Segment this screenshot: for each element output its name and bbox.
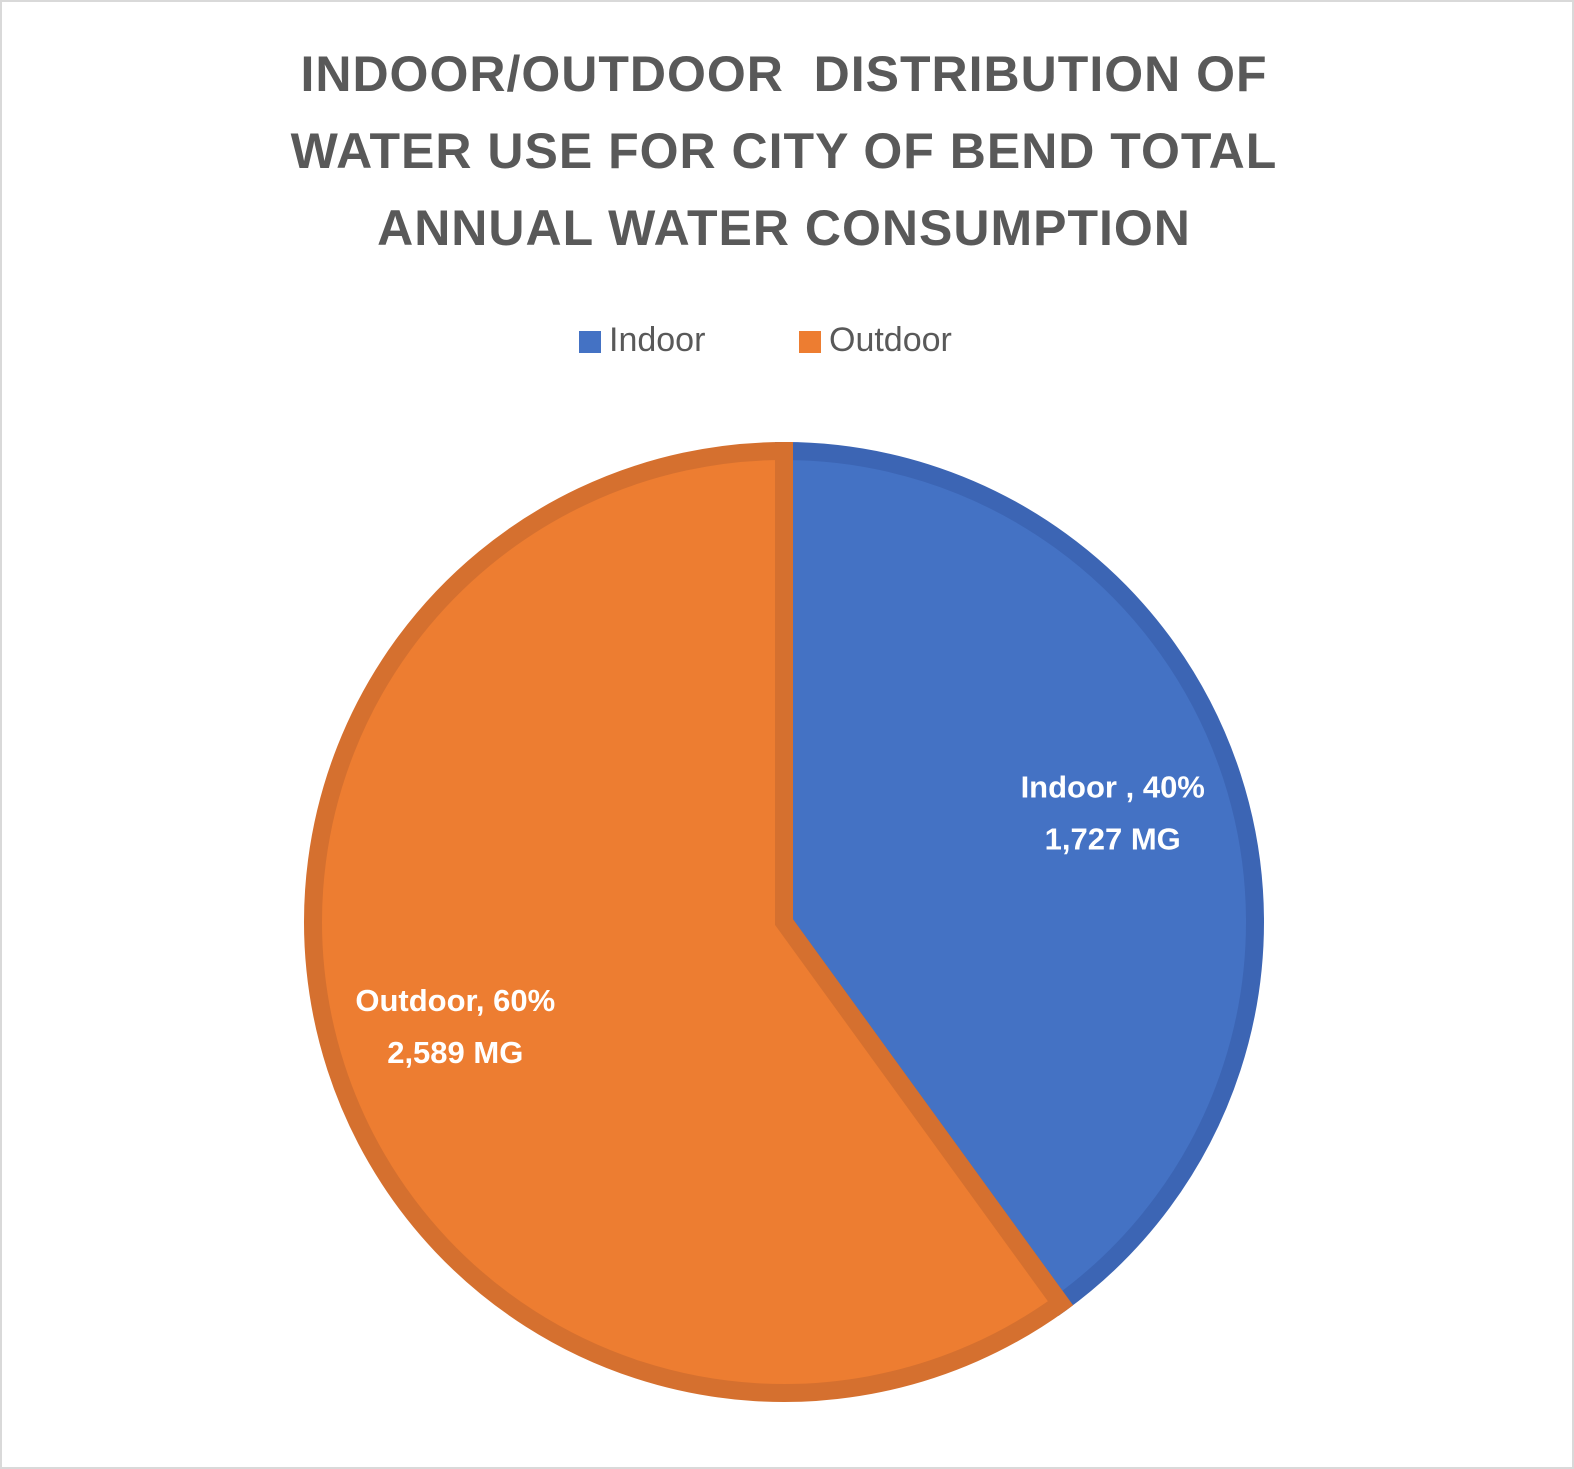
data-label: Indoor , 40% bbox=[1021, 770, 1205, 805]
chart-title: ANNUAL WATER CONSUMPTION bbox=[377, 200, 1191, 256]
legend-label: Indoor bbox=[609, 321, 705, 359]
legend-swatch bbox=[799, 331, 821, 353]
pie-slice bbox=[304, 441, 1074, 1402]
legend-swatch bbox=[579, 331, 601, 353]
data-label: Outdoor, 60% bbox=[355, 983, 555, 1018]
legend-label: Outdoor bbox=[829, 321, 952, 359]
data-label: 1,727 MG bbox=[1045, 822, 1181, 857]
pie-slice bbox=[775, 441, 1264, 1316]
chart-title: INDOOR/OUTDOOR DISTRIBUTION OF bbox=[300, 46, 1267, 102]
chart-title: WATER USE FOR CITY OF BEND TOTAL bbox=[291, 123, 1278, 179]
data-label: 2,589 MG bbox=[387, 1035, 523, 1070]
